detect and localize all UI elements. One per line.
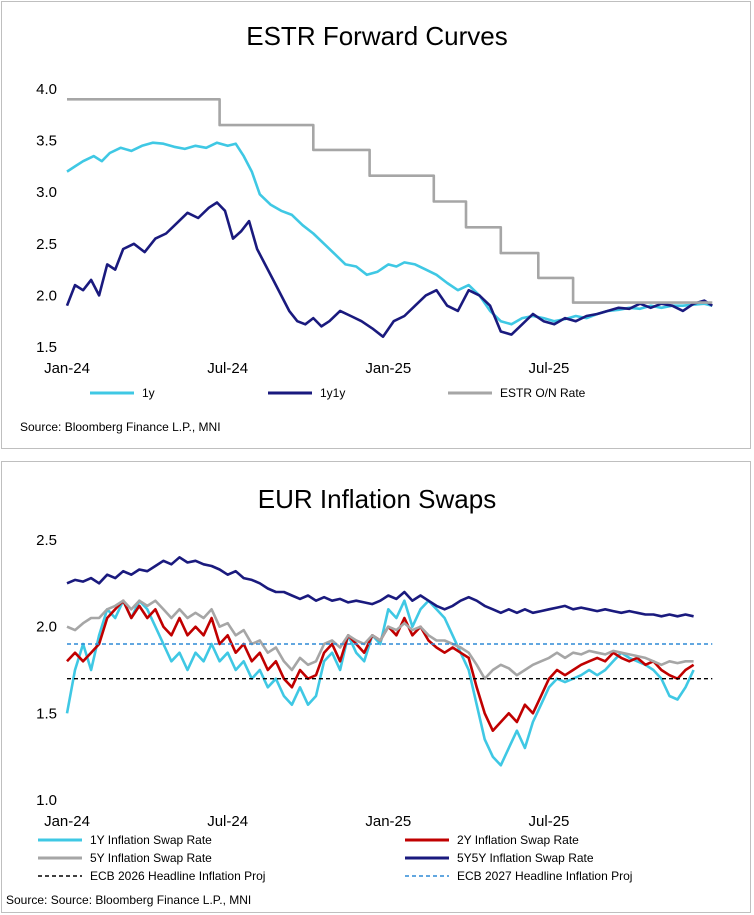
y-tick-label: 4.0 (36, 81, 57, 98)
x-tick-label: Jan-25 (365, 813, 411, 830)
series-line-5y5y-inflation-swap-rate (66, 556, 694, 618)
legend-label: 5Y Inflation Swap Rate (90, 851, 212, 865)
y-tick-label: 1.5 (36, 705, 57, 722)
inflation-chart: EUR Inflation Swaps 2.5 2.0 1.5 1.0 Jan-24 J… (6, 484, 713, 907)
y-tick-label: 2.0 (36, 287, 57, 304)
y-tick-label: 3.5 (36, 133, 57, 150)
chart-source: Source: Source: Bloomberg Finance L.P., … (6, 893, 251, 907)
x-tick-label: Jul-25 (529, 360, 570, 377)
y-tick-label: 2.5 (36, 532, 57, 549)
chart-source: Source: Bloomberg Finance L.P., MNI (20, 420, 221, 434)
y-tick-label: 1.5 (36, 339, 57, 356)
estr-chart: ESTR Forward Curves 4.0 3.5 3.0 2.5 2.0 1.5 J… (20, 21, 713, 434)
y-tick-label: 2.5 (36, 236, 57, 253)
x-tick-label: Jan-24 (44, 360, 90, 377)
series-line-2y-inflation-swap-rate (66, 599, 695, 733)
legend-label: 5Y5Y Inflation Swap Rate (457, 851, 594, 865)
x-tick-label: Jan-24 (44, 813, 90, 830)
series-line-5y-inflation-swap-rate (66, 599, 694, 680)
legend-label: 1y (142, 386, 155, 400)
series-line-estr-o-n-rate (67, 98, 713, 304)
x-tick-label: Jul-25 (529, 813, 570, 830)
legend-label: 1Y Inflation Swap Rate (90, 833, 212, 847)
chart-title: ESTR Forward Curves (246, 21, 508, 51)
x-tick-label: Jul-24 (207, 813, 248, 830)
y-tick-label: 2.0 (36, 619, 57, 636)
legend-label: 1y1y (320, 386, 345, 400)
legend-label: 2Y Inflation Swap Rate (457, 833, 579, 847)
chart-title: EUR Inflation Swaps (258, 484, 496, 514)
legend-label: ECB 2027 Headline Inflation Proj (457, 869, 632, 883)
inflation-chart-panel: EUR Inflation Swaps 2.5 2.0 1.5 1.0 Jan-24 J… (1, 461, 751, 913)
series-line-1y-inflation-swap-rate (65, 599, 695, 767)
x-tick-label: Jul-24 (207, 360, 248, 377)
y-tick-label: 1.0 (36, 792, 57, 809)
x-tick-label: Jan-25 (365, 360, 411, 377)
legend-label: ESTR O/N Rate (500, 386, 586, 400)
series-line-1y1y (65, 201, 713, 339)
y-tick-label: 3.0 (36, 184, 57, 201)
legend-label: ECB 2026 Headline Inflation Proj (90, 869, 265, 883)
estr-chart-panel: ESTR Forward Curves 4.0 3.5 3.0 2.5 2.0 1.5 J… (1, 1, 751, 449)
